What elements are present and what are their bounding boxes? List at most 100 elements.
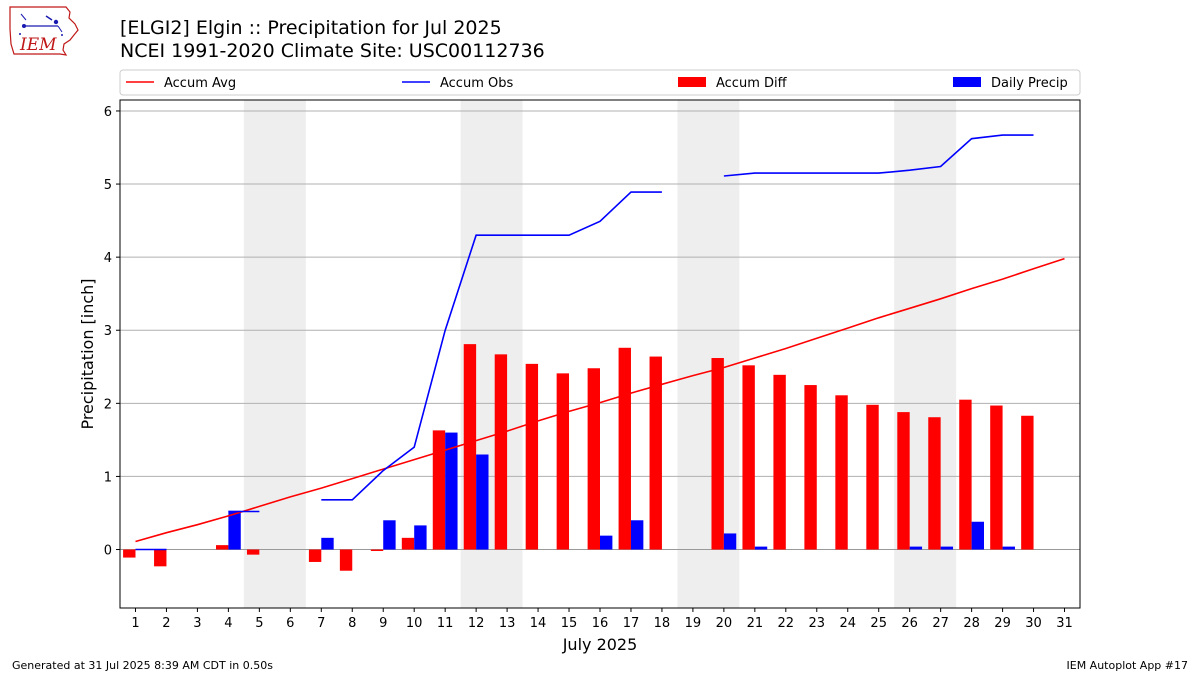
- bar-daily-precip-7: [321, 537, 334, 550]
- legend: Accum Avg Accum Obs Accum Diff Daily Precip: [119, 69, 1081, 96]
- x-tick-label-27: 27: [932, 616, 949, 631]
- bar-daily-precip-10: [414, 525, 427, 550]
- x-tick-label-21: 21: [747, 616, 764, 631]
- legend-label-accum-obs: Accum Obs: [440, 76, 513, 91]
- x-tick-label-29: 29: [994, 616, 1011, 631]
- legend-swatch-accum-diff: [678, 77, 706, 87]
- bar-daily-precip-11: [445, 432, 458, 550]
- bar-accum-diff-14: [525, 363, 539, 550]
- bar-daily-precip-16: [600, 535, 613, 550]
- bar-accum-diff-25: [866, 404, 879, 550]
- line-accum-avg-segment-1: [135, 257, 1065, 543]
- x-tick-label-3: 3: [193, 616, 201, 631]
- y-tick-label-2: 2: [104, 397, 112, 412]
- x-tick-label-2: 2: [162, 616, 170, 631]
- x-tick-label-26: 26: [901, 616, 918, 631]
- y-tick-label-6: 6: [104, 105, 112, 120]
- x-tick-label-14: 14: [530, 616, 547, 631]
- bar-accum-diff-7: [308, 549, 322, 562]
- bar-daily-precip-27: [940, 546, 954, 550]
- x-tick-label-9: 9: [379, 616, 387, 631]
- y-axis-ticks: 0 1 2 3 4 5 6: [104, 105, 120, 559]
- bar-accum-diff-4: [216, 545, 229, 550]
- bar-daily-precip-29: [1002, 546, 1015, 550]
- legend-box: [119, 69, 1081, 96]
- x-tick-label-13: 13: [499, 616, 516, 631]
- bar-accum-diff-8: [339, 549, 353, 571]
- bar-accum-diff-16: [587, 368, 600, 550]
- x-tick-label-10: 10: [406, 616, 423, 631]
- iem-logo-text: IEM: [20, 35, 57, 55]
- x-tick-label-19: 19: [685, 616, 702, 631]
- bar-accum-diff-10: [401, 537, 415, 550]
- y-tick-label-1: 1: [104, 470, 112, 485]
- bar-accum-diff-24: [835, 395, 848, 550]
- bar-daily-precip-12: [476, 454, 489, 550]
- y-tick-label-5: 5: [104, 178, 112, 193]
- bar-accum-diff-17: [618, 347, 631, 550]
- x-tick-label-1: 1: [131, 616, 139, 631]
- bar-accum-diff-30: [1021, 415, 1034, 550]
- x-tick-label-12: 12: [468, 616, 485, 631]
- x-tick-label-28: 28: [963, 616, 980, 631]
- x-tick-label-11: 11: [437, 616, 454, 631]
- bar-accum-diff-27: [928, 417, 941, 550]
- x-tick-label-23: 23: [809, 616, 826, 631]
- bar-accum-diff-26: [897, 412, 910, 550]
- bar-daily-precip-26: [909, 546, 923, 550]
- bar-daily-precip-28: [971, 521, 984, 550]
- bar-daily-precip-17: [630, 520, 644, 550]
- y-axis-label: Precipitation [inch]: [78, 278, 97, 429]
- bar-accum-diff-15: [556, 373, 570, 550]
- x-tick-label-18: 18: [654, 616, 671, 631]
- line-accum-obs-segment-3: [321, 191, 662, 501]
- x-tick-label-4: 4: [224, 616, 232, 631]
- bar-accum-diff-9: [370, 549, 384, 551]
- bar-accum-diff-22: [773, 374, 786, 550]
- legend-swatch-daily-precip: [953, 77, 981, 87]
- bars: [123, 344, 1034, 571]
- x-tick-label-20: 20: [716, 616, 733, 631]
- iem-logo-graphic: [9, 6, 79, 56]
- chart-subtitle: NCEI 1991-2020 Climate Site: USC00112736: [120, 40, 545, 62]
- generated-timestamp: Generated at 31 Jul 2025 8:39 AM CDT in …: [12, 659, 273, 672]
- bar-accum-diff-28: [959, 399, 972, 550]
- bar-accum-diff-18: [649, 356, 662, 550]
- legend-label-daily-precip: Daily Precip: [991, 76, 1068, 91]
- x-tick-label-7: 7: [317, 616, 325, 631]
- y-tick-label-4: 4: [104, 251, 112, 266]
- y-tick-label-0: 0: [104, 544, 112, 559]
- x-tick-label-17: 17: [623, 616, 640, 631]
- x-tick-label-6: 6: [286, 616, 294, 631]
- weekend-shade-19-20: [677, 100, 740, 608]
- bar-daily-precip-4: [228, 510, 241, 550]
- bar-accum-diff-12: [463, 344, 477, 550]
- iem-logo: IEM: [6, 4, 82, 64]
- bar-daily-precip-20: [723, 533, 737, 550]
- legend-label-accum-diff: Accum Diff: [716, 76, 788, 91]
- x-tick-label-31: 31: [1056, 616, 1073, 631]
- x-tick-label-24: 24: [839, 616, 856, 631]
- accum-lines: [135, 134, 1065, 551]
- bar-daily-precip-21: [754, 546, 768, 550]
- chart-title: [ELGI2] Elgin :: Precipitation for Jul 2…: [120, 17, 502, 39]
- x-tick-label-16: 16: [592, 616, 609, 631]
- bar-accum-diff-13: [494, 354, 508, 550]
- x-tick-label-8: 8: [348, 616, 356, 631]
- bar-accum-diff-1: [123, 549, 136, 558]
- x-tick-label-25: 25: [870, 616, 887, 631]
- bar-accum-diff-23: [804, 385, 817, 550]
- app-credit: IEM Autoplot App #17: [1066, 659, 1189, 672]
- bar-accum-diff-20: [711, 358, 724, 550]
- bar-accum-diff-5: [246, 549, 260, 555]
- bar-daily-precip-9: [383, 520, 396, 550]
- legend-label-accum-avg: Accum Avg: [164, 76, 236, 91]
- bar-accum-diff-29: [990, 405, 1003, 550]
- x-axis-label: July 2025: [562, 635, 638, 654]
- x-tick-label-30: 30: [1025, 616, 1042, 631]
- line-accum-obs-segment-4: [723, 134, 1034, 177]
- y-tick-label-3: 3: [104, 324, 112, 339]
- bar-accum-diff-2: [154, 549, 167, 567]
- bar-accum-diff-21: [742, 365, 755, 550]
